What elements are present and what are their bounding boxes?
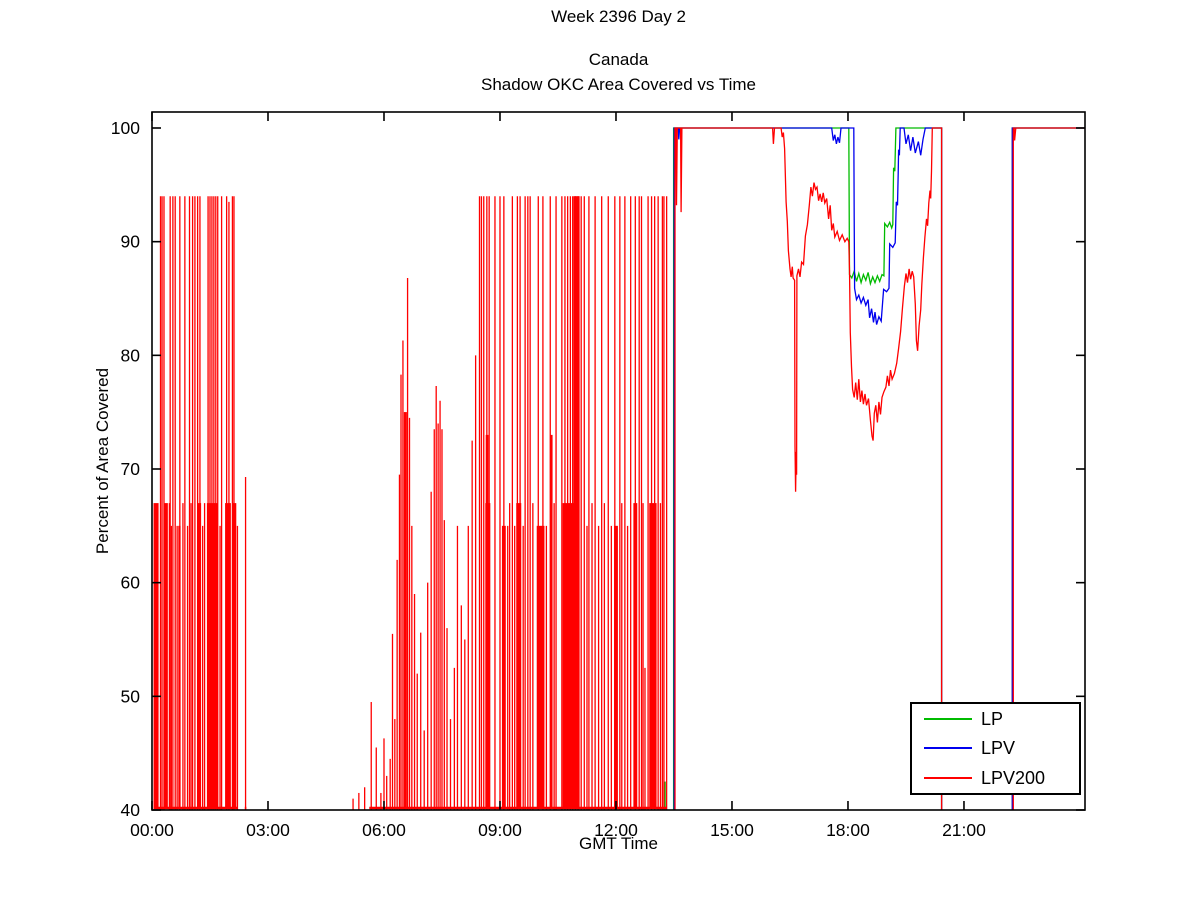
x-tick-label: 12:00 [594, 820, 638, 840]
x-axis-label: GMT Time [578, 834, 659, 853]
x-tick-label: 03:00 [246, 820, 290, 840]
legend-label-lpv: LPV [981, 738, 1016, 759]
lpv200-line-swatch [924, 777, 972, 780]
y-tick-label: 100 [111, 118, 140, 138]
y-tick-label: 40 [121, 800, 141, 820]
axes-title-line2: Shadow OKC Area Covered vs Time [481, 75, 756, 94]
x-tick-label: 21:00 [942, 820, 986, 840]
figure-title: Week 2396 Day 2 [551, 7, 686, 26]
y-axis-label: Percent of Area Covered [93, 367, 112, 555]
y-tick-label: 90 [121, 232, 141, 252]
axes-title-line1: Canada [588, 50, 649, 69]
series-LPV200 [153, 127, 1085, 810]
plot-area [153, 127, 1085, 810]
legend-label-lp: LP [981, 708, 1004, 729]
axes-box [151, 111, 1086, 811]
legend-entry-lpv200: LPV200 [912, 764, 1079, 793]
y-tick-label: 80 [121, 345, 141, 365]
x-tick-label: 15:00 [710, 820, 754, 840]
y-tick-label: 70 [121, 459, 141, 479]
lpv-line-swatch [924, 747, 972, 750]
y-tick-label: 50 [121, 686, 141, 706]
series-LPV [673, 127, 1085, 810]
x-tick-label: 09:00 [478, 820, 522, 840]
x-tick-label: 06:00 [362, 820, 406, 840]
lp-line-swatch [924, 717, 972, 720]
legend-label-lpv200: LPV200 [981, 768, 1046, 789]
y-tick-label: 60 [121, 573, 141, 593]
legend-entry-lp: LP [912, 704, 1079, 733]
legend-box: LP LPV LPV200 [910, 702, 1081, 795]
x-tick-label: 00:00 [130, 820, 174, 840]
x-tick-label: 18:00 [826, 820, 870, 840]
tick-labels: 00:00 03:00 06:00 09:00 12:00 15:00 18:00 21:00… [111, 118, 986, 840]
legend-entry-lpv: LPV [912, 734, 1079, 763]
